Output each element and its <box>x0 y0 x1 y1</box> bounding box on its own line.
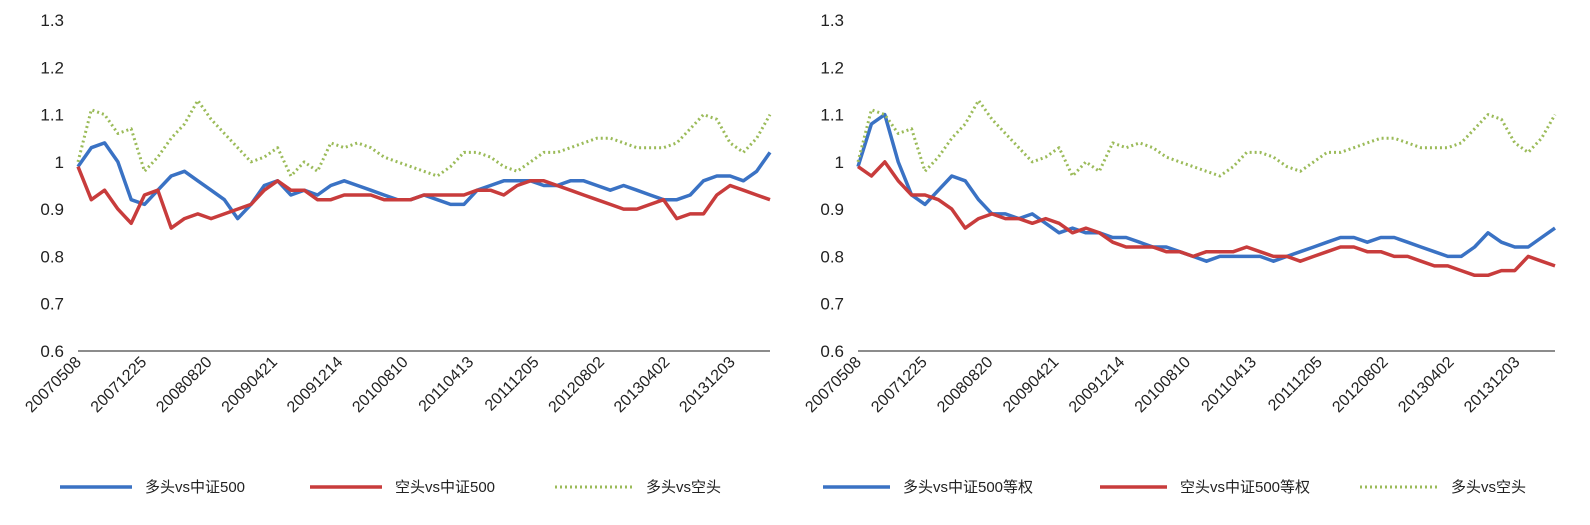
legend-label-1: 多头vs中证500 <box>145 479 245 496</box>
series-line-1 <box>856 112 1557 263</box>
x-tick-label: 20100810 <box>349 354 411 416</box>
x-tick-label: 20071225 <box>88 354 150 416</box>
series-line-2 <box>76 165 771 230</box>
x-tick-label: 20120802 <box>546 354 608 416</box>
legend-label-3: 多头vs空头 <box>1451 479 1526 496</box>
chart-right: 0.6 0.7 0.8 0.9 1 1.1 1.2 1.3 20070508 20071225 20… <box>795 0 1590 525</box>
x-tick-label: 20111205 <box>1265 354 1326 415</box>
series-line-3 <box>856 98 1557 178</box>
y-tick-label: 1.2 <box>40 58 64 77</box>
y-tick-label: 0.7 <box>820 295 844 314</box>
series-line-1 <box>76 141 772 221</box>
x-tick-label: 20080820 <box>153 354 215 416</box>
y-tick-label: 0.6 <box>820 342 844 361</box>
y-tick-label: 1.2 <box>820 58 844 77</box>
x-tick-label: 20080820 <box>934 354 996 416</box>
x-tick-label: 20110413 <box>416 354 478 416</box>
y-tick-label: 0.9 <box>820 200 844 219</box>
x-tick-label: 20120802 <box>1329 354 1391 416</box>
x-tick-label: 20100810 <box>1132 354 1194 416</box>
x-tick-label: 20091214 <box>284 354 346 416</box>
x-tick-label: 20091214 <box>1066 354 1128 416</box>
x-tick-label: 20131203 <box>676 354 738 416</box>
legend-label-1: 多头vs中证500等权 <box>903 478 1033 496</box>
y-tick-label: 0.8 <box>40 247 64 266</box>
y-tick-label: 0.7 <box>40 295 64 314</box>
x-tick-label: 20131203 <box>1461 354 1523 416</box>
legend-label-2: 空头vs中证500 <box>395 479 495 496</box>
x-tick-label: 20090421 <box>219 354 281 416</box>
x-tick-label: 20071225 <box>868 354 930 416</box>
y-tick-label: 1.3 <box>820 11 844 30</box>
y-tick-label: 0.6 <box>40 342 64 361</box>
y-tick-label: 1.3 <box>40 11 64 30</box>
y-tick-label: 0.9 <box>40 200 64 219</box>
x-tick-label: 20070508 <box>22 354 84 416</box>
x-tick-label: 20090421 <box>1000 354 1062 416</box>
chart-left: 0.6 0.7 0.8 0.9 1 1.1 1.2 1.3 20070508 20071225 20… <box>22 11 772 496</box>
legend-label-2: 空头vs中证500等权 <box>1180 478 1310 496</box>
x-tick-label: 20111205 <box>482 354 543 415</box>
legend-label-3: 多头vs空头 <box>646 479 721 496</box>
series-line-3 <box>76 98 772 178</box>
y-tick-label: 1 <box>55 153 64 172</box>
y-tick-label: 0.8 <box>820 247 844 266</box>
x-tick-label: 20130402 <box>611 354 673 416</box>
y-tick-label: 1.1 <box>820 106 844 125</box>
x-tick-label: 20130402 <box>1395 354 1457 416</box>
y-tick-label: 1 <box>835 153 844 172</box>
series-line-2 <box>856 160 1556 278</box>
x-tick-label: 20070508 <box>802 354 864 416</box>
x-tick-label: 20110413 <box>1199 354 1261 416</box>
y-tick-label: 1.1 <box>40 106 64 125</box>
